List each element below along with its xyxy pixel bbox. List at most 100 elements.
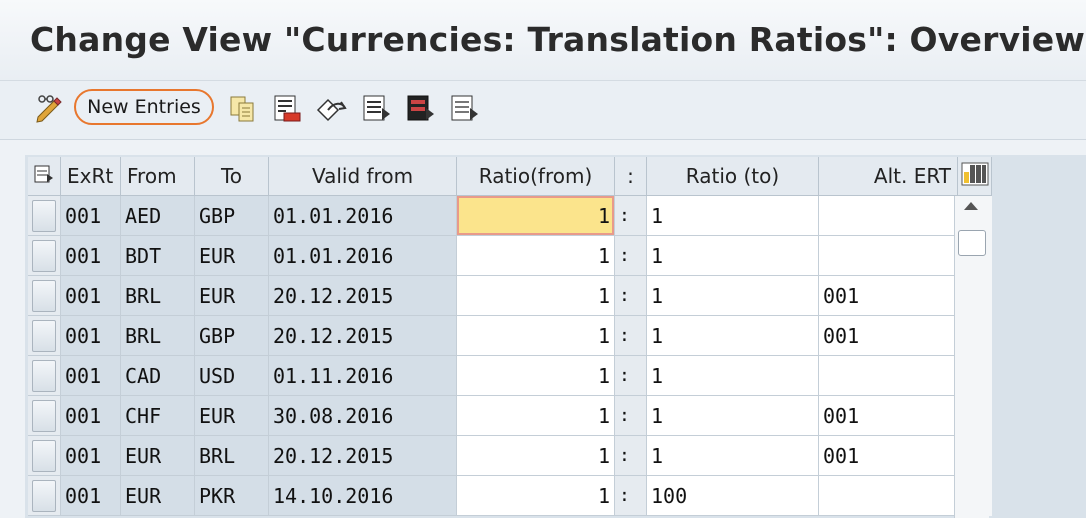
cell-alt-ert[interactable]: 001 [818, 275, 958, 316]
cell-from: CAD [120, 355, 195, 396]
cell-to: BRL [194, 435, 269, 476]
row-selector-box[interactable] [32, 239, 56, 272]
cell-valid-from: 14.10.2016 [268, 475, 457, 516]
row-selector[interactable] [28, 355, 61, 396]
cell-ratio-from[interactable]: 1 [456, 235, 615, 276]
column-header-ratio-to[interactable]: Ratio (to) [646, 157, 819, 196]
table-row: 001 BDT EUR 01.01.2016 1:1 [28, 235, 992, 276]
cell-ratio-to[interactable]: 1 [646, 435, 819, 476]
row-selector[interactable] [28, 195, 61, 236]
vertical-scrollbar[interactable] [954, 196, 989, 518]
cell-from: CHF [120, 395, 195, 436]
cell-ratio-to[interactable]: 100 [646, 475, 819, 516]
cell-valid-from: 01.01.2016 [268, 195, 457, 236]
table-body: 001 AED GBP 01.01.2016 1:1 001 BDT EUR 01.01.201… [28, 195, 992, 516]
cell-ratio-to[interactable]: 1 [646, 315, 819, 356]
cell-to: EUR [194, 275, 269, 316]
cell-alt-ert[interactable] [818, 355, 958, 396]
new-entries-button[interactable]: New Entries [74, 89, 214, 125]
cell-ratio-from[interactable]: 1 [456, 195, 615, 236]
scroll-up-icon[interactable] [964, 202, 978, 210]
column-header-colon[interactable]: : [614, 157, 647, 196]
cell-valid-from: 20.12.2015 [268, 315, 457, 356]
cell-from: AED [120, 195, 195, 236]
cell-ratio-from[interactable]: 1 [456, 275, 615, 316]
cell-exrt: 001 [60, 275, 121, 316]
cell-colon: : [614, 275, 647, 316]
cell-valid-from: 20.12.2015 [268, 435, 457, 476]
cell-ratio-to[interactable]: 1 [646, 355, 819, 396]
cell-alt-ert[interactable] [818, 195, 958, 236]
copy-icon[interactable] [228, 94, 256, 124]
table-row: 001 EUR BRL 20.12.2015 1:1 001 [28, 435, 992, 476]
row-selector-box[interactable] [32, 199, 56, 232]
scroll-thumb[interactable] [958, 230, 986, 256]
cell-ratio-to[interactable]: 1 [646, 395, 819, 436]
undo-icon[interactable] [314, 94, 347, 124]
row-selector[interactable] [28, 235, 61, 276]
cell-colon: : [614, 355, 647, 396]
cell-from: BRL [120, 275, 195, 316]
table-row: 001 AED GBP 01.01.2016 1:1 [28, 195, 992, 236]
display-change-icon[interactable] [34, 93, 62, 123]
cell-colon: : [614, 395, 647, 436]
cell-exrt: 001 [60, 475, 121, 516]
row-selector-box[interactable] [32, 479, 56, 512]
cell-colon: : [614, 195, 647, 236]
column-config-icon[interactable] [28, 157, 61, 196]
cell-ratio-from[interactable]: 1 [456, 355, 615, 396]
row-selector[interactable] [28, 395, 61, 436]
cell-from: BRL [120, 315, 195, 356]
delete-icon[interactable] [272, 94, 301, 124]
table-row: 001 CHF EUR 30.08.2016 1:1 001 [28, 395, 992, 436]
cell-ratio-to[interactable]: 1 [646, 235, 819, 276]
cell-valid-from: 30.08.2016 [268, 395, 457, 436]
cell-alt-ert[interactable]: 001 [818, 435, 958, 476]
row-selector[interactable] [28, 475, 61, 516]
cell-exrt: 001 [60, 195, 121, 236]
cell-exrt: 001 [60, 355, 121, 396]
cell-from: EUR [120, 435, 195, 476]
page-title: Change View "Currencies: Translation Rat… [30, 20, 1086, 59]
cell-from: BDT [120, 235, 195, 276]
row-selector[interactable] [28, 435, 61, 476]
cell-ratio-to[interactable]: 1 [646, 195, 819, 236]
cell-to: EUR [194, 395, 269, 436]
cell-to: GBP [194, 195, 269, 236]
cell-colon: : [614, 435, 647, 476]
cell-alt-ert[interactable] [818, 235, 958, 276]
cell-alt-ert[interactable]: 001 [818, 395, 958, 436]
cell-colon: : [614, 235, 647, 276]
column-header-ratio-from[interactable]: Ratio(from) [456, 157, 615, 196]
column-header-from[interactable]: From [120, 157, 195, 196]
row-selector-box[interactable] [32, 399, 56, 432]
row-selector[interactable] [28, 315, 61, 356]
column-header-exrt[interactable]: ExRt [60, 157, 121, 196]
deselect-all-icon[interactable] [450, 94, 478, 124]
row-selector[interactable] [28, 275, 61, 316]
row-selector-box[interactable] [32, 279, 56, 312]
row-selector-box[interactable] [32, 319, 56, 352]
translation-ratios-table: ExRt From To Valid from Ratio(from) : Ra… [28, 157, 992, 516]
cell-ratio-from[interactable]: 1 [456, 435, 615, 476]
cell-to: PKR [194, 475, 269, 516]
cell-to: EUR [194, 235, 269, 276]
select-all-icon[interactable] [362, 94, 390, 124]
cell-ratio-from[interactable]: 1 [456, 315, 615, 356]
select-block-icon[interactable] [406, 94, 434, 124]
cell-ratio-from[interactable]: 1 [456, 475, 615, 516]
cell-colon: : [614, 315, 647, 356]
column-header-valid-from[interactable]: Valid from [268, 157, 457, 196]
cell-valid-from: 20.12.2015 [268, 275, 457, 316]
cell-to: GBP [194, 315, 269, 356]
cell-ratio-from[interactable]: 1 [456, 395, 615, 436]
table-row: 001 BRL EUR 20.12.2015 1:1 001 [28, 275, 992, 316]
row-selector-box[interactable] [32, 359, 56, 392]
column-header-to[interactable]: To [194, 157, 269, 196]
column-settings-icon[interactable] [957, 157, 992, 196]
cell-ratio-to[interactable]: 1 [646, 275, 819, 316]
cell-alt-ert[interactable] [818, 475, 958, 516]
row-selector-box[interactable] [32, 439, 56, 472]
column-header-alt-ert[interactable]: Alt. ERT [818, 157, 958, 196]
cell-alt-ert[interactable]: 001 [818, 315, 958, 356]
